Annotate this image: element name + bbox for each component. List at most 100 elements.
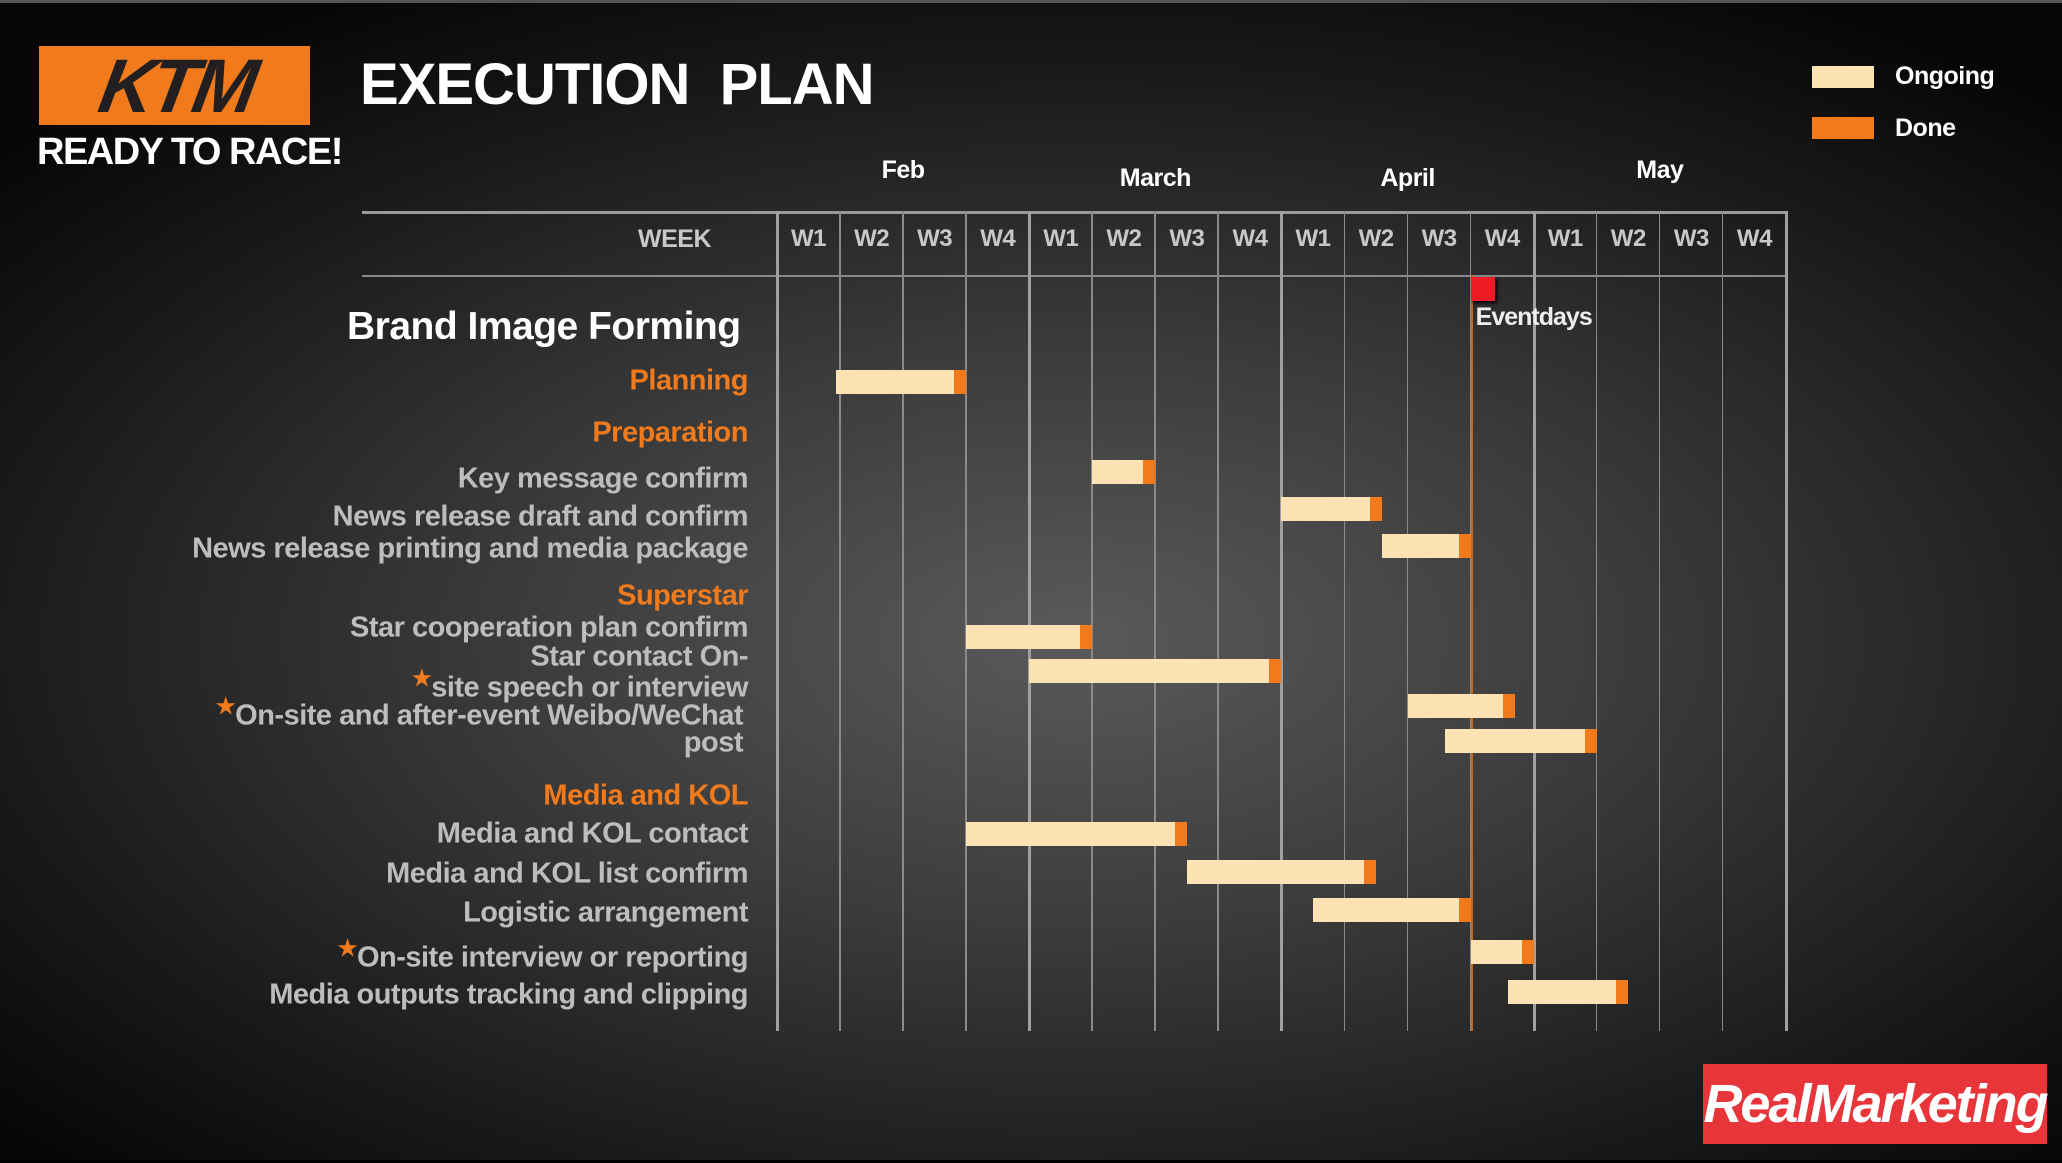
week-label: W3 <box>1169 225 1205 252</box>
week-label: W1 <box>791 225 827 252</box>
task-bar-done <box>1269 659 1282 683</box>
week-label: W2 <box>1106 225 1142 252</box>
week-label: W1 <box>1547 225 1584 252</box>
grid-line <box>1532 211 1536 1031</box>
week-label: W3 <box>1673 225 1710 252</box>
task-bar-done <box>1616 980 1629 1004</box>
task-bar-done <box>1370 497 1383 521</box>
task-bar-done <box>1364 860 1377 884</box>
task-label: News release printing and media package <box>192 533 748 566</box>
grid-line <box>1343 211 1346 1031</box>
grid-line <box>902 211 904 1031</box>
task-label-text: site speech or interview <box>431 671 748 704</box>
section-title: Brand Image Forming <box>347 305 741 348</box>
task-label-text: Key message confirm <box>457 462 749 495</box>
task-bar-done <box>1502 694 1515 718</box>
grid-line <box>1721 211 1724 1031</box>
task-bar <box>966 625 1093 649</box>
task-bar <box>966 822 1187 846</box>
task-bar <box>1508 980 1629 1004</box>
task-bar-done <box>1584 729 1597 753</box>
task-bar-done <box>1080 625 1093 649</box>
week-label: W3 <box>917 225 953 252</box>
task-bar <box>836 370 967 394</box>
week-label: W3 <box>1421 225 1458 252</box>
task-bar <box>1313 898 1471 922</box>
task-bar <box>1281 497 1383 521</box>
task-label-text: News release printing and media package <box>192 532 748 565</box>
svg-text:KTM: KTM <box>93 46 267 125</box>
legend-label-ongoing: Ongoing <box>1895 62 1995 90</box>
grid-top-line <box>362 211 1788 214</box>
task-bar <box>1186 860 1377 884</box>
page-title: EXECUTION PLAN <box>360 52 874 117</box>
task-bar <box>1092 460 1156 484</box>
star-icon: ★ <box>215 693 236 719</box>
week-label: W4 <box>980 225 1016 252</box>
grid-header-line <box>362 275 1788 277</box>
grid-line <box>1028 211 1032 1031</box>
task-label-text: Media and KOL list confirm <box>386 857 748 890</box>
task-label: Star contact On- <box>530 641 748 674</box>
month-label: Feb <box>881 156 925 184</box>
week-label: W1 <box>1295 225 1332 252</box>
task-label-text: post <box>683 726 744 759</box>
task-label-text: On-site interview or reporting <box>356 941 749 974</box>
task-label-text: On-site and after-event Weibo/WeChat <box>235 699 743 732</box>
task-label-text: News release draft and confirm <box>332 500 749 533</box>
grid-line <box>1217 211 1219 1031</box>
task-label: post <box>683 726 744 760</box>
group-label: Media and KOL <box>543 779 748 812</box>
task-label-text: Star contact On- <box>530 640 748 673</box>
event-label: Eventdays <box>1475 303 1593 331</box>
grid-line <box>1091 211 1093 1031</box>
task-label: News release draft and confirm <box>332 500 749 534</box>
legend-swatch-done <box>1812 117 1874 139</box>
task-bar-done <box>1458 534 1471 558</box>
grid-line <box>1784 211 1788 1031</box>
gantt-chart: WEEK Feb W1 W2 W3 W4 March W1 W2 W3 W4 April W1 W2 W3 W… <box>0 3 2062 1163</box>
task-label-text: Logistic arrangement <box>463 896 748 929</box>
week-header: WEEK <box>638 225 712 253</box>
task-bar-done <box>1143 460 1156 484</box>
grid-line <box>1595 211 1598 1031</box>
task-label: Star cooperation plan confirm <box>350 611 749 645</box>
week-label: W1 <box>1043 225 1079 252</box>
task-label-text: Star cooperation plan confirm <box>350 611 749 644</box>
task-label-text: Media and KOL contact <box>436 817 749 850</box>
star-icon: ★ <box>411 665 432 691</box>
grid-line <box>965 211 967 1031</box>
task-label: ★On-site interview or reporting <box>338 936 749 975</box>
grid-line <box>839 211 841 1031</box>
task-label: Media and KOL list confirm <box>386 858 748 891</box>
legend-swatch-ongoing <box>1812 66 1874 88</box>
grid-line <box>776 211 779 1031</box>
grid-line <box>1154 211 1156 1031</box>
task-bar <box>1445 729 1597 753</box>
task-bar <box>1470 940 1534 964</box>
task-label: Planning <box>629 364 749 398</box>
task-bar <box>1029 659 1282 683</box>
task-label: ★On-site and after-event Weibo/WeChat <box>215 693 744 733</box>
grid-line <box>1469 211 1472 1031</box>
legend-label-done: Done <box>1895 114 1956 142</box>
month-label: April <box>1380 164 1435 192</box>
grid-line <box>1280 211 1284 1031</box>
task-label-text: Media outputs tracking and clipping <box>269 978 748 1011</box>
task-label-text: Planning <box>629 364 749 397</box>
grid-line <box>1658 211 1661 1031</box>
group-label: Preparation <box>592 416 748 449</box>
task-label: Media outputs tracking and clipping <box>269 979 748 1012</box>
week-label: W2 <box>854 225 890 252</box>
task-label: Key message confirm <box>457 462 749 496</box>
task-bar-done <box>1174 822 1187 846</box>
task-bar-done <box>1521 940 1534 964</box>
week-label: W4 <box>1484 225 1521 252</box>
week-label: W4 <box>1736 225 1773 252</box>
realmarketing-logo: RealMarketing <box>1703 1064 2049 1144</box>
task-bar-done <box>954 370 967 394</box>
month-label: May <box>1636 156 1684 184</box>
task-label: ★site speech or interview <box>411 665 749 705</box>
ktm-logo-mark: KTM <box>93 45 267 129</box>
